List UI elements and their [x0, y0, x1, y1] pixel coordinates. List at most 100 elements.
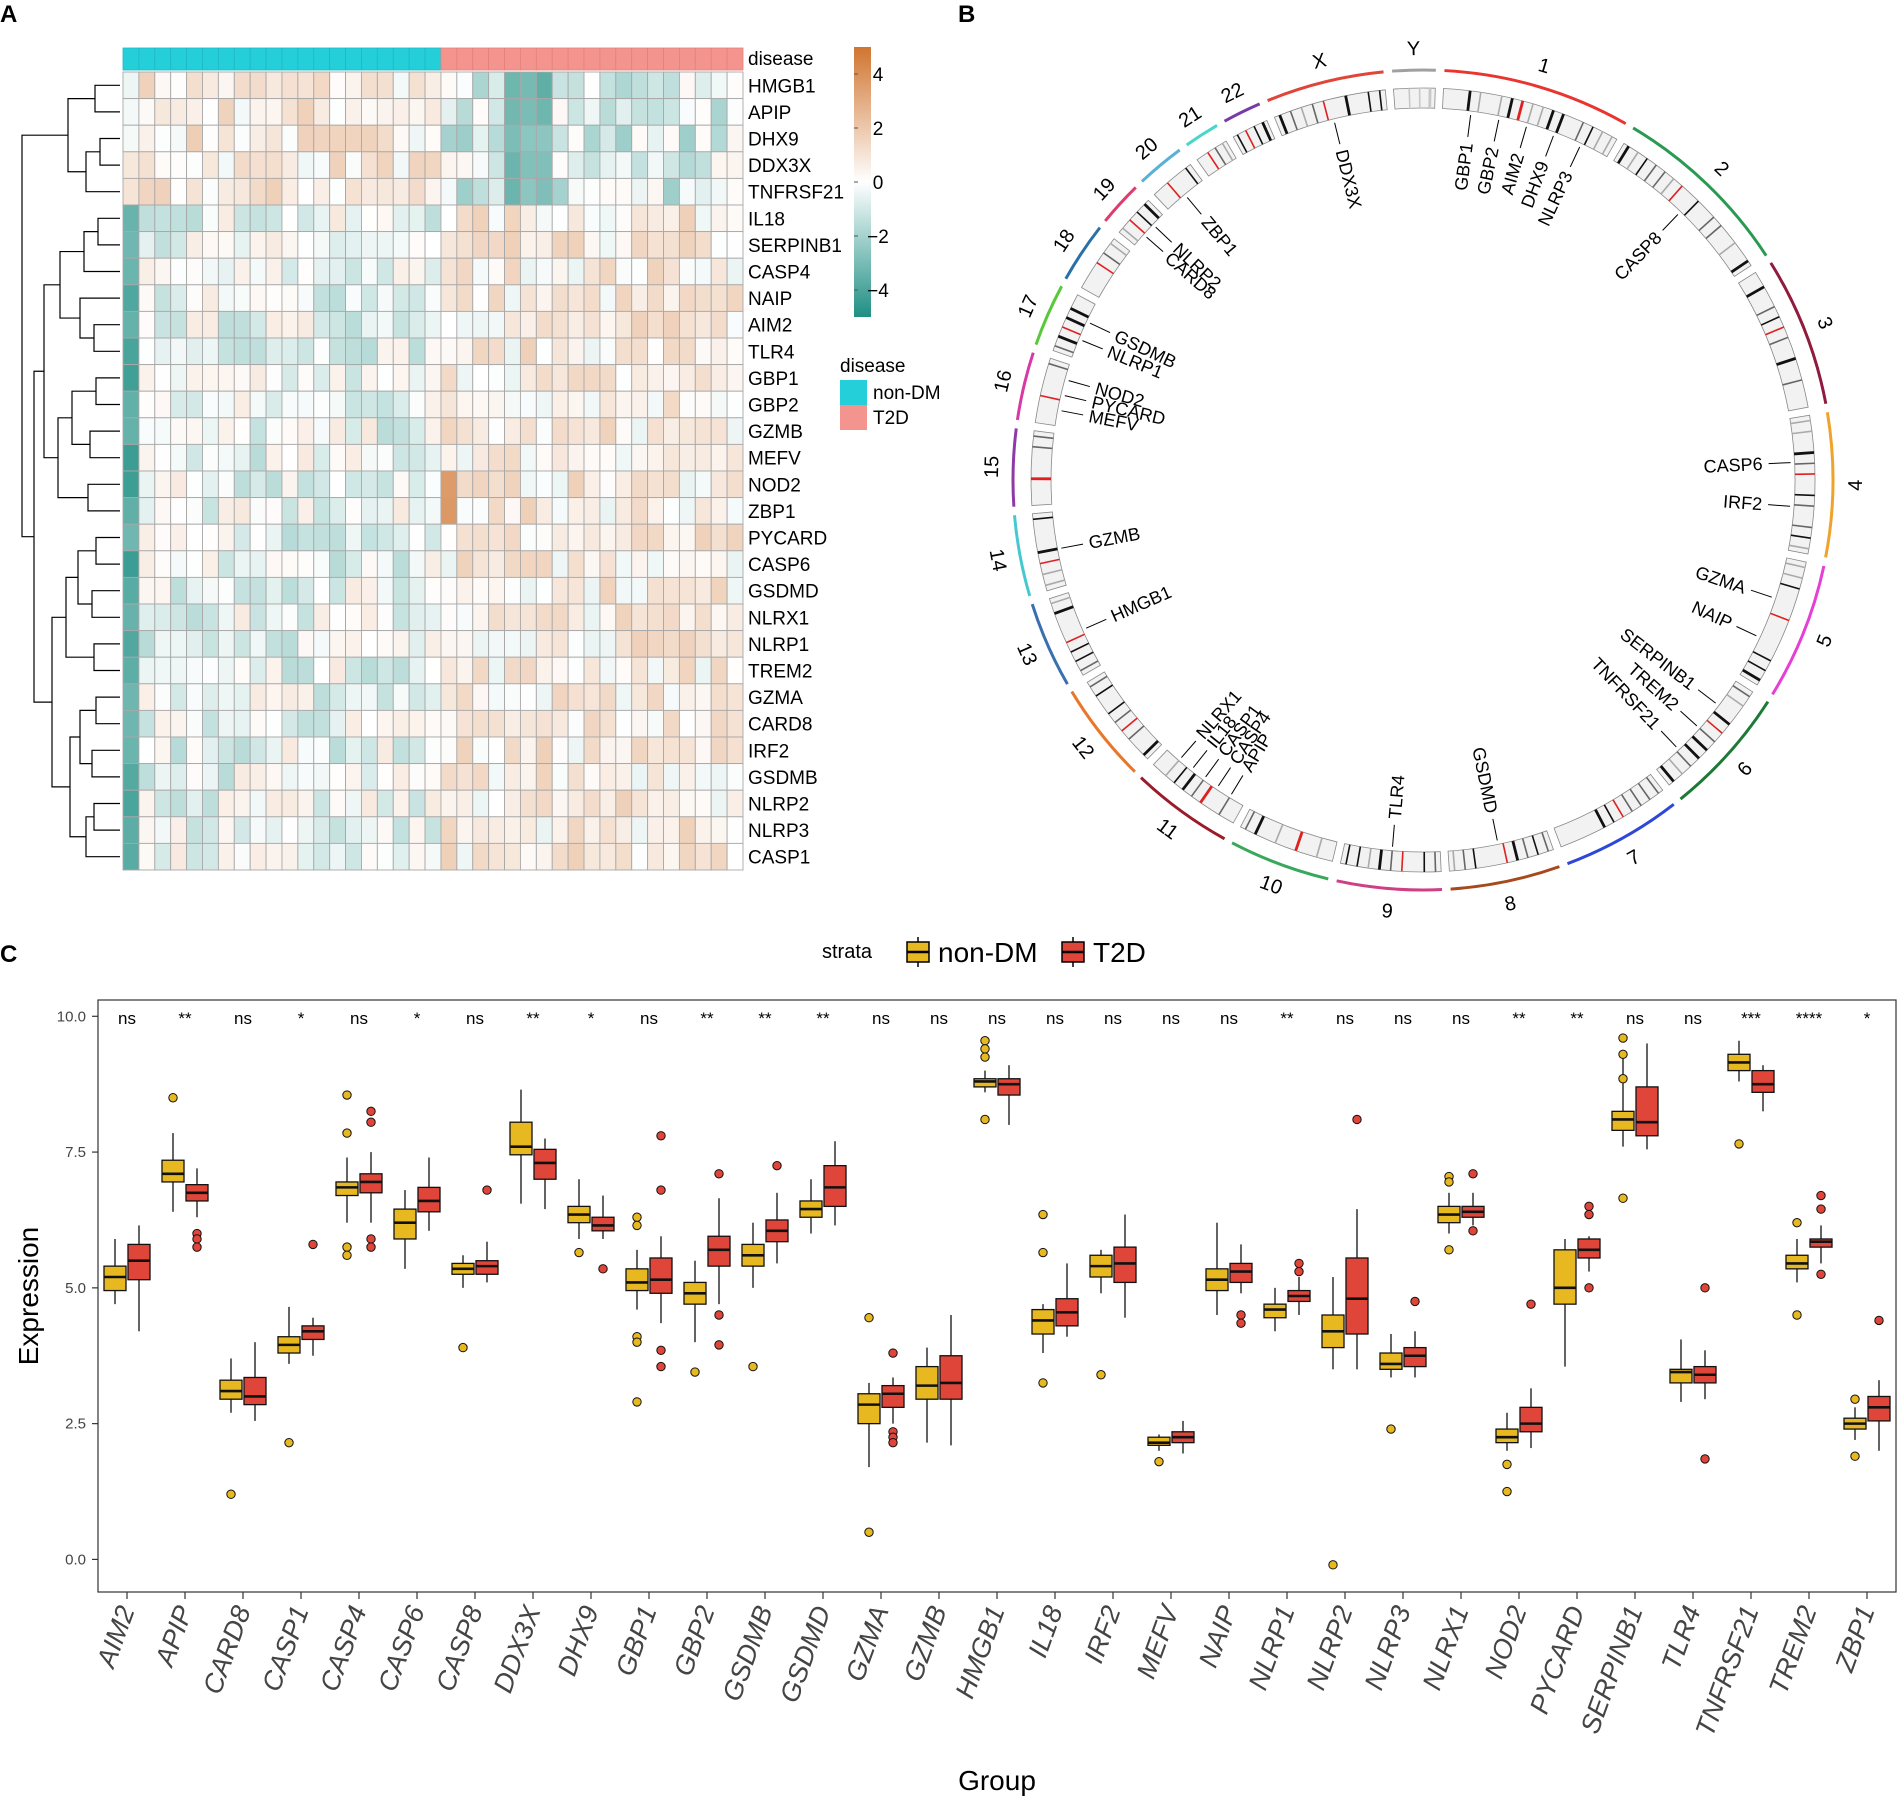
heatmap-cell: [551, 177, 569, 206]
chromosome-ideogram: [1273, 89, 1388, 137]
heatmap-cell: [678, 417, 696, 445]
cytoband: [1765, 326, 1785, 336]
heatmap-cell: [710, 816, 728, 844]
heatmap-cell: [583, 204, 601, 233]
dendrogram-branch: [94, 84, 120, 113]
chromosome-label: 5: [1813, 632, 1838, 651]
heatmap-cell: [551, 337, 569, 366]
heatmap-cell: [567, 709, 585, 738]
heatmap-cell: [678, 683, 696, 711]
heatmap-cell: [345, 417, 362, 445]
box-non-dm: [625, 1268, 649, 1292]
heatmap-cell: [472, 151, 490, 179]
heatmap-cell: [694, 177, 712, 206]
heatmap-cell: [710, 204, 728, 233]
heatmap-cell: [138, 204, 156, 233]
x-tick-label: ZBP1: [1829, 1602, 1881, 1677]
gene-label: CASP6: [1703, 454, 1763, 477]
cytoband: [1207, 151, 1220, 170]
cytoband: [1497, 95, 1503, 116]
heatmap-cell: [583, 71, 601, 100]
gene-tick: [1392, 824, 1395, 847]
box-t2d: [301, 1325, 325, 1341]
outlier-point: [632, 1337, 642, 1347]
heatmap-cell: [615, 763, 633, 791]
heatmap-cell: [170, 177, 188, 206]
heatmap-cell: [647, 310, 664, 339]
heatmap-cell: [392, 630, 410, 658]
row-label: CASP6: [748, 555, 810, 576]
annotation-cell: [297, 47, 315, 71]
heatmap-cell: [583, 257, 601, 286]
heatmap-cell: [519, 417, 537, 445]
heatmap-cell: [726, 71, 744, 100]
heatmap-cell: [710, 523, 728, 552]
heatmap-cell: [217, 177, 235, 206]
heatmap-cell: [647, 736, 664, 765]
significance-label: *: [298, 1009, 305, 1028]
box-series: [103, 1033, 1891, 1570]
x-tick-label: GSDMB: [717, 1602, 779, 1705]
heatmap-cell: [519, 71, 537, 100]
chromosome-ideogram: [1034, 357, 1070, 426]
heatmap-cell: [186, 124, 203, 153]
box-non-dm: [219, 1379, 243, 1400]
heatmap-cell: [599, 789, 617, 818]
heatmap-cell: [567, 630, 585, 658]
row-label: DDX3X: [748, 156, 812, 177]
significance-label: ns: [1452, 1009, 1470, 1028]
annotation-cell: [329, 47, 346, 71]
heatmap-cell: [329, 417, 347, 445]
heatmap-cell: [170, 603, 188, 632]
heatmap-cell: [456, 204, 474, 233]
heatmap-cell: [631, 497, 649, 525]
row-label: HMGB1: [748, 76, 816, 97]
heatmap-cell: [678, 816, 696, 844]
heatmap-cell: [663, 789, 680, 818]
heatmap-cell: [647, 497, 664, 525]
heatmap-cell: [678, 497, 696, 525]
heatmap-cell: [361, 204, 378, 233]
annotation-cell: [583, 47, 601, 71]
heatmap-cell: [361, 603, 378, 632]
gene-label: TLR4: [1385, 774, 1409, 820]
annotation-cell: [710, 47, 728, 71]
heatmap-cell: [313, 443, 331, 472]
cytoband: [1792, 430, 1813, 435]
chromosome-arc: [1070, 690, 1136, 773]
heatmap-cell: [376, 124, 394, 153]
heatmap-cell: [535, 390, 553, 419]
x-tick-label: NLRP1: [1243, 1602, 1301, 1694]
heatmap-cell: [392, 816, 410, 844]
heatmap-cell: [535, 284, 553, 312]
heatmap-cell: [376, 98, 394, 126]
chromosome-arc: [1030, 603, 1069, 685]
cytoband: [1048, 362, 1069, 371]
heatmap-cell: [376, 789, 394, 818]
heatmap-cell: [329, 470, 347, 499]
x-tick-label: NLRX1: [1417, 1602, 1475, 1694]
heatmap-cell: [376, 151, 394, 179]
heatmap-cell: [615, 231, 633, 259]
heatmap-cell: [519, 550, 537, 578]
x-tick-label: NLRP3: [1359, 1602, 1417, 1694]
cytoband: [1785, 562, 1806, 569]
heatmap-cell: [583, 603, 601, 632]
heatmap-cell: [233, 470, 251, 499]
heatmap-cell: [599, 550, 617, 578]
annotation-cell: [472, 47, 490, 71]
box-t2d: [1751, 1069, 1775, 1093]
heatmap-cell: [424, 736, 442, 765]
heatmap-cell: [265, 443, 283, 472]
heatmap-cell: [329, 523, 347, 552]
heatmap-cell: [217, 470, 235, 499]
heatmap-cell: [710, 576, 728, 605]
heatmap-cell: [297, 443, 315, 472]
heatmap-cell: [265, 71, 283, 100]
heatmap-cell: [408, 683, 426, 711]
heatmap-cell: [265, 842, 283, 871]
heatmap-cell: [249, 576, 267, 605]
cytoband: [1706, 719, 1723, 734]
box-t2d: [939, 1355, 963, 1400]
heatmap-cell: [345, 231, 362, 259]
